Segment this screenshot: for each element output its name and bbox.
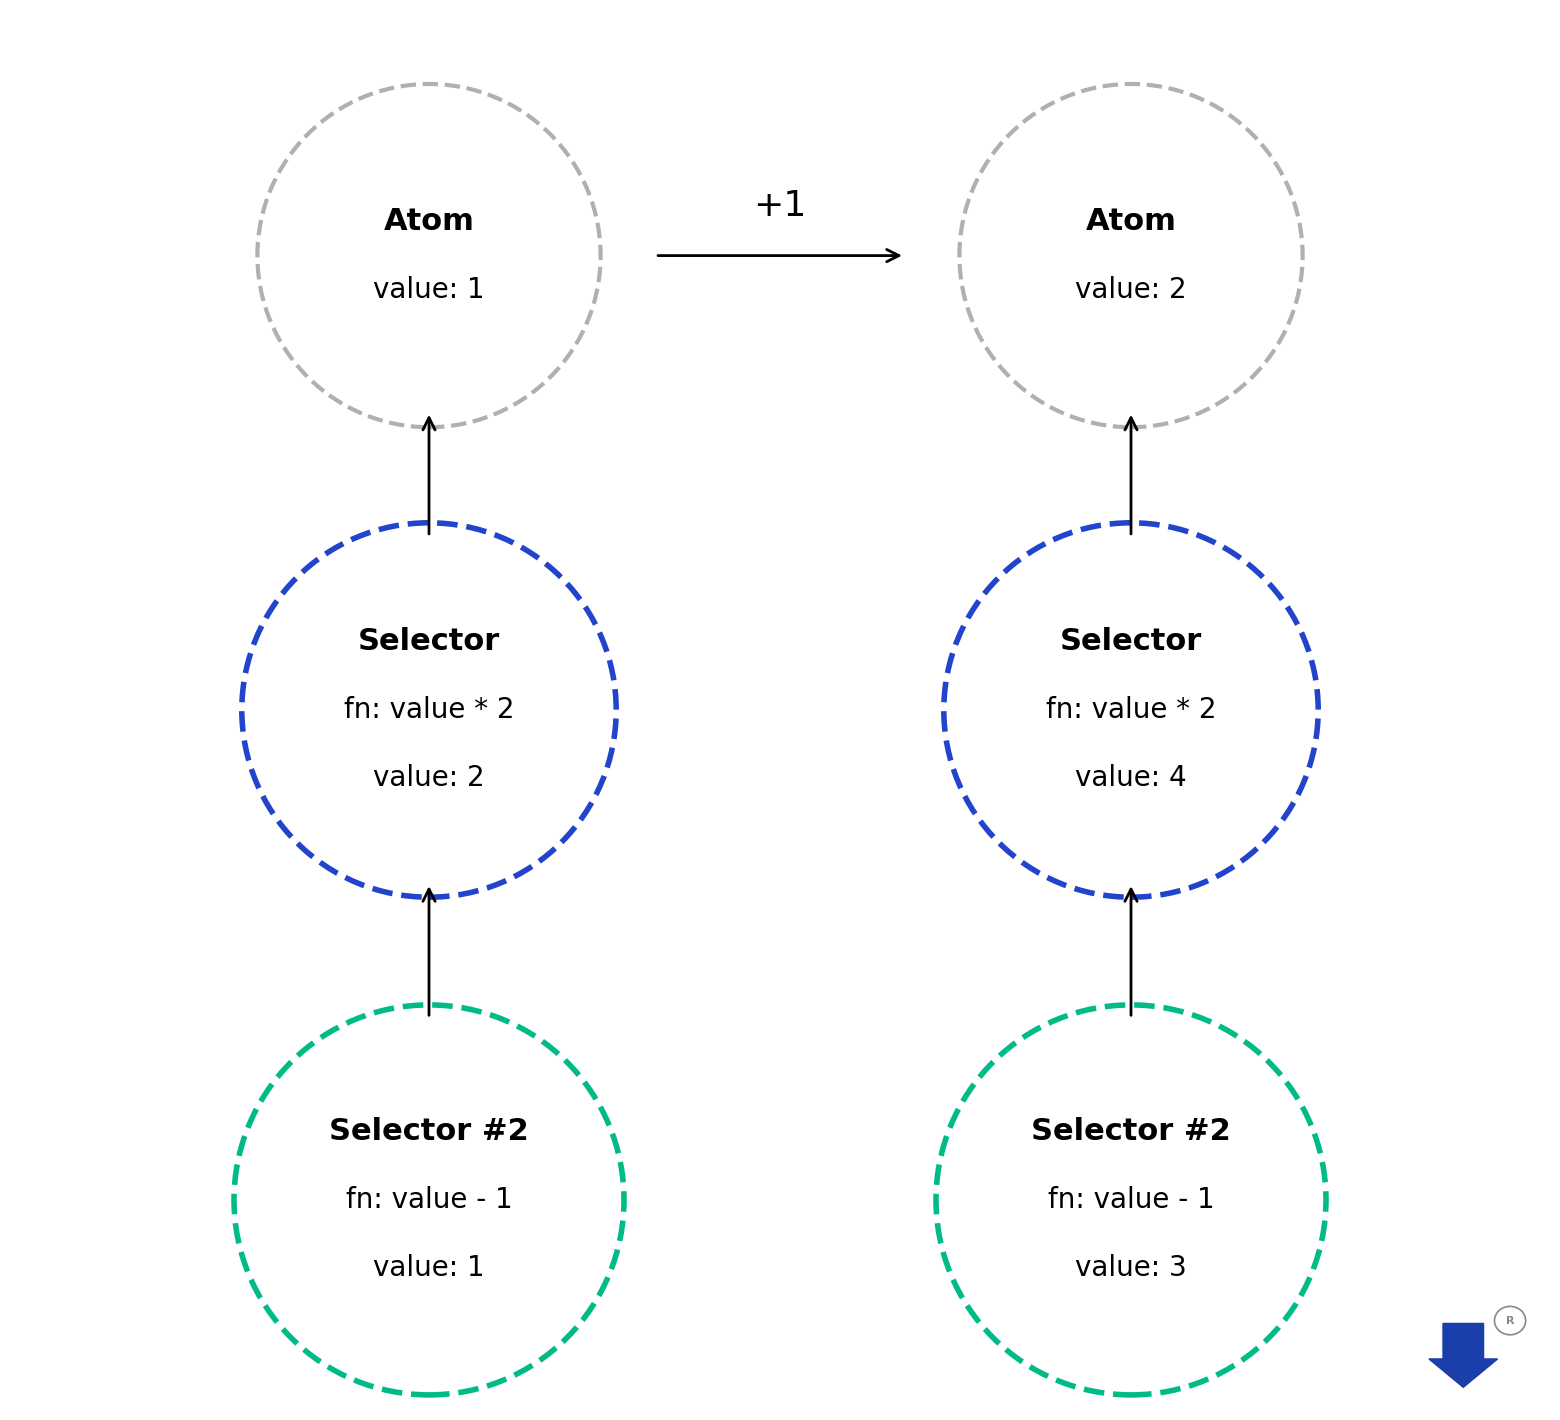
Text: R: R (1505, 1315, 1515, 1326)
Text: Atom: Atom (1086, 207, 1176, 236)
Text: fn: value * 2: fn: value * 2 (1045, 696, 1217, 724)
Polygon shape (1429, 1323, 1498, 1387)
Text: value: 1: value: 1 (373, 1254, 485, 1282)
Text: value: 2: value: 2 (373, 764, 485, 792)
Text: fn: value * 2: fn: value * 2 (343, 696, 515, 724)
Text: fn: value - 1: fn: value - 1 (1048, 1186, 1214, 1214)
Text: Atom: Atom (384, 207, 474, 236)
Text: value: 3: value: 3 (1075, 1254, 1187, 1282)
Text: value: 2: value: 2 (1075, 275, 1187, 304)
Text: value: 4: value: 4 (1075, 764, 1187, 792)
Text: Selector #2: Selector #2 (329, 1118, 529, 1146)
Text: Selector: Selector (357, 628, 501, 656)
Text: Selector #2: Selector #2 (1031, 1118, 1231, 1146)
Text: value: 1: value: 1 (373, 275, 485, 304)
Text: +1: +1 (753, 189, 807, 223)
Text: Selector: Selector (1059, 628, 1203, 656)
Text: fn: value - 1: fn: value - 1 (346, 1186, 512, 1214)
